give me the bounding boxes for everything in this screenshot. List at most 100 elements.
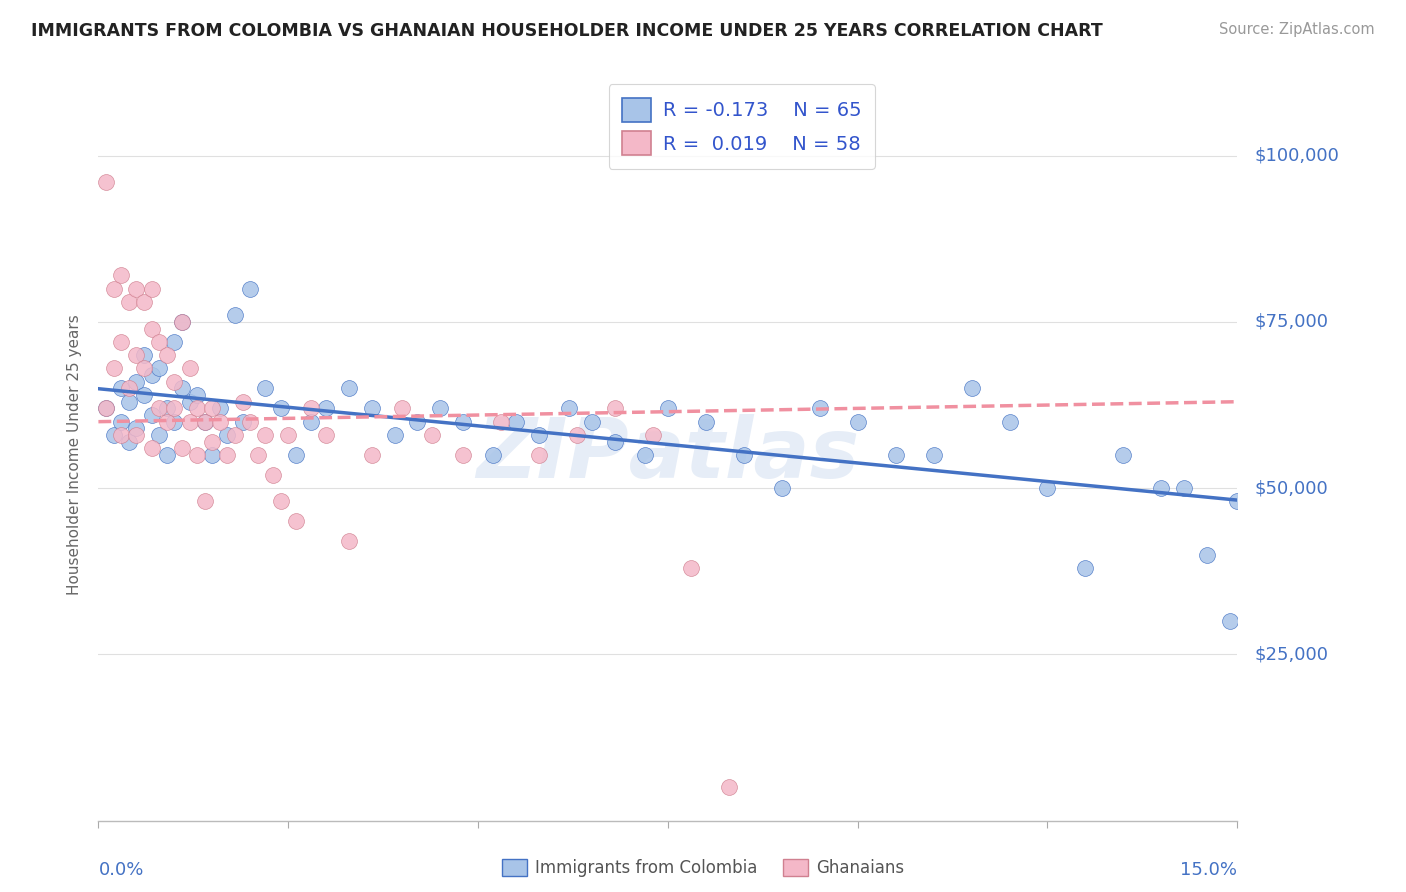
Point (148, 361, 170, 376)
Point (148, 428, 170, 442)
Point (224, 428, 246, 442)
Point (1195, 548, 1218, 562)
Point (527, 448, 550, 462)
Point (262, 467, 284, 482)
Point (132, 295, 155, 310)
Point (156, 348, 179, 362)
Point (1112, 448, 1135, 462)
Point (315, 428, 337, 442)
Point (141, 368, 163, 383)
Point (186, 388, 208, 402)
Text: 0.0%: 0.0% (98, 861, 143, 879)
Point (360, 448, 382, 462)
Point (217, 428, 239, 442)
Point (201, 434, 224, 449)
Point (208, 415, 231, 429)
Point (132, 361, 155, 376)
Point (422, 428, 444, 442)
Point (201, 448, 224, 462)
Point (163, 334, 186, 349)
Point (254, 381, 277, 395)
Point (717, 780, 740, 795)
Point (141, 321, 163, 335)
Point (125, 282, 148, 296)
Point (270, 494, 292, 508)
Point (1226, 494, 1249, 508)
Point (482, 448, 505, 462)
Point (489, 415, 512, 429)
Point (998, 415, 1021, 429)
Point (201, 401, 224, 416)
Point (179, 361, 201, 376)
Text: Source: ZipAtlas.com: Source: ZipAtlas.com (1219, 22, 1375, 37)
Point (110, 381, 132, 395)
Point (170, 315, 193, 329)
Y-axis label: Householder Income Under 25 years: Householder Income Under 25 years (67, 315, 83, 595)
Point (170, 315, 193, 329)
Point (770, 481, 793, 495)
Point (315, 401, 337, 416)
Point (527, 428, 550, 442)
Point (254, 428, 277, 442)
Point (679, 561, 702, 575)
Point (603, 401, 626, 416)
Point (163, 375, 186, 389)
Point (110, 428, 132, 442)
Point (960, 381, 983, 395)
Point (224, 308, 246, 322)
Point (1150, 481, 1173, 495)
Point (156, 401, 179, 416)
Text: $50,000: $50,000 (1254, 479, 1329, 497)
Text: IMMIGRANTS FROM COLOMBIA VS GHANAIAN HOUSEHOLDER INCOME UNDER 25 YEARS CORRELATI: IMMIGRANTS FROM COLOMBIA VS GHANAIAN HOU… (31, 22, 1102, 40)
Point (581, 415, 603, 429)
Point (884, 448, 907, 462)
Point (634, 448, 657, 462)
Point (695, 415, 717, 429)
Point (194, 494, 217, 508)
Point (141, 408, 163, 422)
Point (360, 401, 382, 416)
Point (103, 282, 125, 296)
Point (1173, 481, 1195, 495)
Text: 15.0%: 15.0% (1180, 861, 1237, 879)
Point (846, 415, 869, 429)
Point (239, 282, 262, 296)
Point (808, 401, 831, 416)
Point (1074, 561, 1097, 575)
Point (232, 394, 254, 409)
Point (103, 428, 125, 442)
Point (118, 434, 141, 449)
Point (1036, 481, 1059, 495)
Point (163, 415, 186, 429)
Point (125, 421, 148, 435)
Point (118, 381, 141, 395)
Point (1219, 614, 1241, 628)
Point (179, 394, 201, 409)
Point (384, 428, 406, 442)
Point (110, 415, 132, 429)
Point (94, 401, 117, 416)
Point (337, 534, 360, 549)
Point (641, 428, 664, 442)
Point (451, 415, 474, 429)
Point (505, 415, 527, 429)
Point (125, 428, 148, 442)
Point (125, 375, 148, 389)
Point (565, 428, 588, 442)
Point (299, 415, 322, 429)
Text: $25,000: $25,000 (1254, 646, 1329, 664)
Point (118, 394, 141, 409)
Point (125, 348, 148, 362)
Point (132, 388, 155, 402)
Point (657, 401, 679, 416)
Point (922, 448, 945, 462)
Point (277, 428, 299, 442)
Point (132, 348, 155, 362)
Point (179, 415, 201, 429)
Legend: R = -0.173    N = 65, R =  0.019    N = 58: R = -0.173 N = 65, R = 0.019 N = 58 (609, 84, 875, 169)
Point (148, 401, 170, 416)
Point (141, 442, 163, 456)
Point (194, 415, 217, 429)
Point (103, 361, 125, 376)
Point (148, 334, 170, 349)
